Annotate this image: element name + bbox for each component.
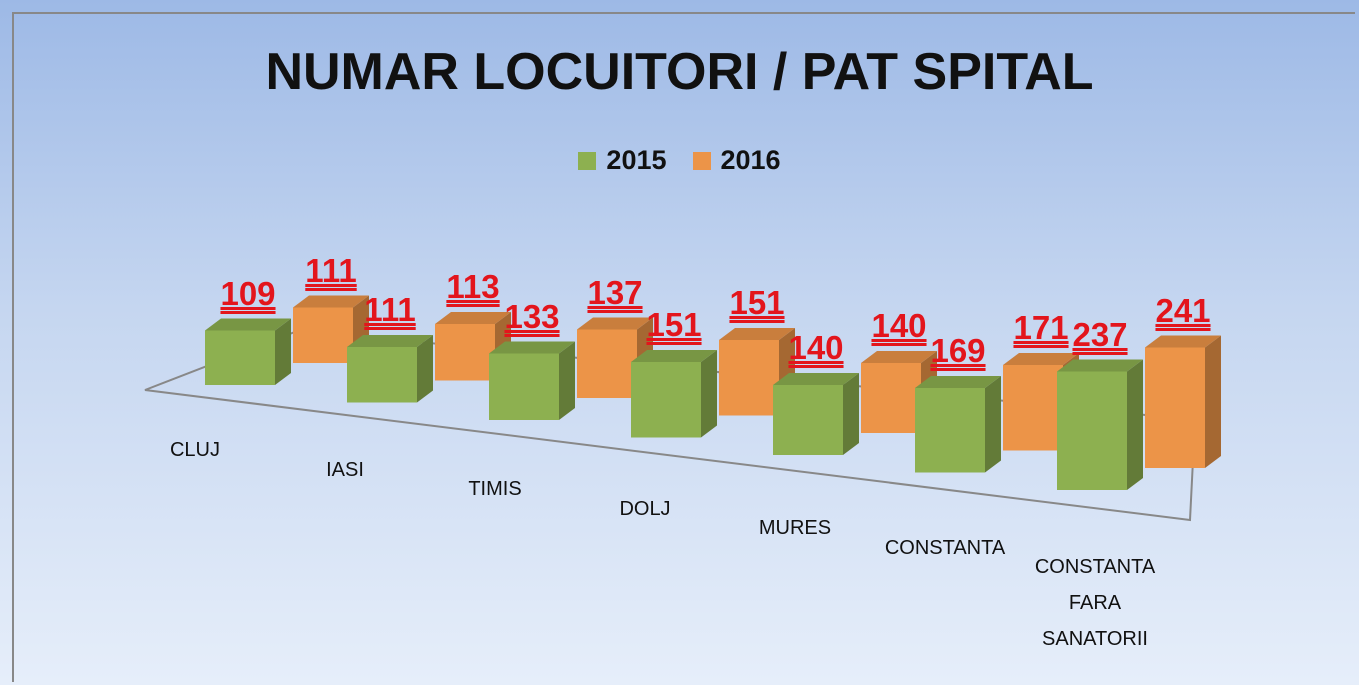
x-tick-label: TIMIS bbox=[468, 478, 522, 500]
legend-item: 2015 bbox=[578, 145, 667, 176]
x-tick-label: MURES bbox=[758, 517, 832, 539]
x-tick-label: CONSTANTA FARA SANATORII bbox=[1034, 556, 1156, 650]
chart-title: NUMAR LOCUITORI / PAT SPITAL bbox=[265, 43, 1094, 101]
data-label: 111 bbox=[364, 291, 416, 328]
x-tick-label: CLUJ bbox=[169, 439, 220, 461]
bar-front bbox=[631, 362, 701, 438]
bar-top bbox=[719, 328, 795, 340]
bar-top bbox=[577, 317, 653, 330]
bar-top bbox=[347, 335, 433, 347]
data-label: 111 bbox=[305, 251, 357, 289]
bar-front bbox=[435, 324, 495, 381]
bar-front bbox=[577, 329, 637, 398]
bar-top bbox=[435, 312, 511, 324]
bar bbox=[773, 373, 859, 455]
bar-side bbox=[985, 376, 1001, 473]
bar-front bbox=[293, 307, 353, 363]
bar-front bbox=[861, 363, 921, 433]
bar-top bbox=[1057, 359, 1143, 372]
data-label: 140 bbox=[871, 307, 927, 344]
bar-side bbox=[1127, 359, 1143, 490]
legend-label: 2016 bbox=[720, 145, 781, 175]
bar-side bbox=[275, 318, 291, 385]
data-label: 151 bbox=[646, 306, 702, 343]
legend-item: 2016 bbox=[692, 145, 781, 176]
data-label: 237 bbox=[1072, 315, 1128, 353]
bar-front bbox=[347, 347, 417, 403]
bar-front bbox=[1057, 371, 1127, 490]
legend-swatch bbox=[692, 151, 711, 170]
data-label: 169 bbox=[930, 332, 986, 369]
bar-front bbox=[489, 353, 559, 420]
data-label: 140 bbox=[788, 329, 844, 366]
bar-side bbox=[1205, 335, 1221, 468]
data-label: 171 bbox=[1013, 309, 1069, 346]
bar-top bbox=[773, 373, 859, 385]
bar-front bbox=[719, 340, 779, 416]
data-label: 109 bbox=[220, 274, 276, 312]
data-label: 133 bbox=[504, 297, 560, 335]
bar-side bbox=[701, 350, 717, 438]
bar bbox=[1145, 335, 1221, 468]
bar-front bbox=[773, 385, 843, 455]
bar bbox=[489, 341, 575, 420]
data-label: 241 bbox=[1155, 291, 1211, 329]
bar-top bbox=[1145, 335, 1221, 348]
bar-side bbox=[843, 373, 859, 455]
data-label: 113 bbox=[446, 268, 500, 305]
bar-top bbox=[631, 350, 717, 362]
bar bbox=[347, 335, 433, 403]
bar-front bbox=[1003, 365, 1063, 451]
bar-side bbox=[559, 341, 575, 420]
bar-top bbox=[915, 376, 1001, 388]
bar-top bbox=[1003, 353, 1079, 365]
x-tick-label: CONSTANTA bbox=[884, 536, 1006, 559]
bar-top bbox=[205, 318, 291, 331]
bar-front bbox=[205, 330, 275, 385]
bar bbox=[1057, 359, 1143, 490]
bar-top bbox=[489, 341, 575, 354]
bar bbox=[915, 376, 1001, 473]
bar-side bbox=[417, 335, 433, 403]
frame bbox=[12, 12, 1355, 682]
legend: 2015 2016 bbox=[0, 145, 1359, 176]
data-label: 137 bbox=[587, 273, 643, 311]
bar-front bbox=[915, 388, 985, 473]
bar-front bbox=[1145, 347, 1205, 468]
bar bbox=[631, 350, 717, 438]
x-tick-label: DOLJ bbox=[619, 497, 671, 520]
data-label: 151 bbox=[729, 284, 785, 321]
legend-swatch bbox=[578, 151, 597, 170]
bar-top bbox=[861, 351, 937, 363]
bar-top bbox=[293, 295, 369, 308]
x-tick-label: IASI bbox=[326, 458, 364, 481]
bar bbox=[205, 318, 291, 385]
legend-label: 2015 bbox=[606, 145, 667, 175]
